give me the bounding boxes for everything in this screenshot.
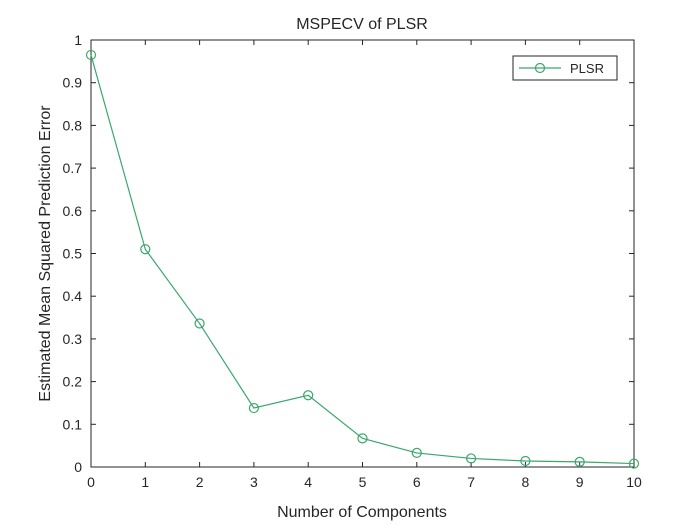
x-tick-label: 8 xyxy=(522,474,530,490)
x-tick-label: 3 xyxy=(250,474,258,490)
y-tick-label: 0.6 xyxy=(63,203,83,219)
y-tick-label: 0.3 xyxy=(63,331,83,347)
data-point-marker xyxy=(466,453,477,464)
y-tick-label: 0.4 xyxy=(63,288,83,304)
y-tick-label: 0.5 xyxy=(63,246,83,262)
x-axis: 0 1 2 3 4 5 6 7 8 9 10 xyxy=(87,40,642,490)
x-tick-label: 1 xyxy=(141,474,149,490)
x-tick-label: 4 xyxy=(304,474,312,490)
x-tick-label: 6 xyxy=(413,474,421,490)
axes-box xyxy=(90,39,635,468)
data-point-marker xyxy=(248,402,259,414)
x-tick-label: 7 xyxy=(467,474,475,490)
data-point-marker xyxy=(85,49,97,61)
y-tick-label: 0.2 xyxy=(63,374,83,390)
legend-marker-swatch xyxy=(534,62,546,74)
data-point-marker xyxy=(574,456,585,467)
legend-label: PLSR xyxy=(570,61,604,76)
y-tick-label: 0.1 xyxy=(63,416,83,432)
y-axis-title: Estimated Mean Squared Prediction Error xyxy=(37,105,54,402)
chart-title: MSPECV of PLSR xyxy=(296,16,428,33)
x-tick-label: 2 xyxy=(196,474,204,490)
series-layer xyxy=(85,49,640,469)
data-point-marker xyxy=(520,455,531,467)
y-tick-label: 0.8 xyxy=(63,117,83,133)
data-point-marker xyxy=(194,318,205,329)
y-axis: 0 0.1 0.2 0.3 0.4 0.5 0.6 0.7 0.8 0.9 1 xyxy=(63,32,634,475)
series-line xyxy=(90,54,635,465)
y-tick-label: 1 xyxy=(74,32,82,48)
x-tick-label: 9 xyxy=(576,474,584,490)
legend: PLSR xyxy=(512,55,618,81)
x-axis-title: Number of Components xyxy=(277,504,447,521)
x-tick-label: 0 xyxy=(87,474,95,490)
x-tick-label: 5 xyxy=(359,474,367,490)
y-tick-label: 0.7 xyxy=(63,160,83,176)
data-point-marker xyxy=(140,244,151,255)
data-point-marker xyxy=(357,433,368,444)
x-tick-label: 10 xyxy=(626,474,642,490)
data-point-marker xyxy=(628,458,640,469)
data-point-marker xyxy=(411,447,422,459)
y-tick-label: 0 xyxy=(74,459,82,475)
data-point-marker xyxy=(303,390,314,401)
y-tick-label: 0.9 xyxy=(63,75,83,91)
plot-area xyxy=(90,39,635,468)
